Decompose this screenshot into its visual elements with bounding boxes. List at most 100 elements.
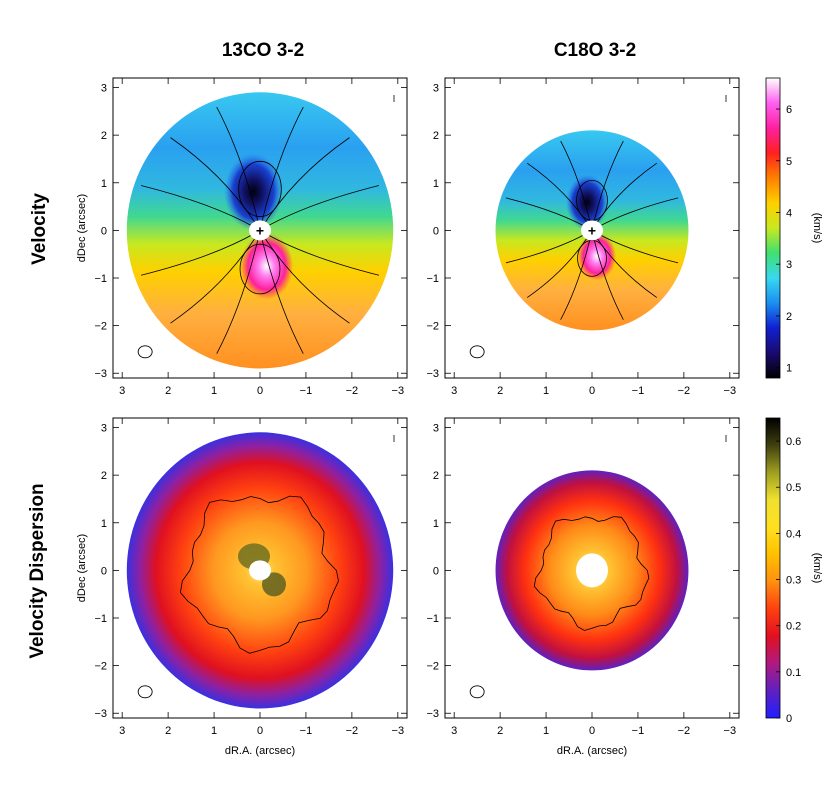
x-tick-label: 0 [589,385,595,397]
blueshifted-lobe [224,153,283,231]
colorbar-tick-label: 6 [786,104,792,116]
velocity-contour [239,243,281,295]
velocity-contour [140,230,261,276]
beam-ellipse [469,685,485,699]
velocity-contour [259,137,350,231]
y-tick-label: 0 [101,225,107,237]
colorbar-tick-label: 0.6 [786,436,801,448]
y-axis-label: dDec (arcsec) [76,194,88,262]
beam-ellipse [137,345,153,359]
colorbar-tick-label: 0.1 [786,667,801,679]
x-tick-label: 3 [451,725,457,737]
colorbar-gradient [765,77,781,379]
y-tick-label: 2 [433,130,439,142]
y-tick-label: 1 [433,518,439,530]
colorbar-tick-label: 0.3 [786,575,801,587]
y-tick-label: 3 [433,83,439,95]
x-tick-label: −1 [632,725,645,737]
central-mask [249,560,271,581]
colorbar-tick-label: 5 [786,156,792,168]
y-tick-label: −3 [94,368,107,380]
velocity-contour [170,230,261,324]
y-tick-label: −3 [426,368,439,380]
center-marker: + [256,222,264,238]
x-tick-label: 1 [211,725,217,737]
y-tick-label: 0 [433,225,439,237]
colorbar-label: (km/s) [811,213,823,244]
colorbar-tick-label: 3 [786,259,792,271]
y-tick-label: −1 [94,273,107,285]
x-tick-label: 1 [543,385,549,397]
y-tick-label: 1 [101,178,107,190]
panel-dispersion-c18o: 3 2 1 0 −1 −2 −3 3 2 1 0 −1 −2 −3 dR.A. (arcsec) [426,417,740,757]
x-tick-label: 0 [589,725,595,737]
x-tick-label: −1 [632,385,645,397]
y-tick-label: −1 [94,613,107,625]
dispersion-contour [533,516,650,631]
velocity-contour [216,106,261,231]
x-tick-label: 1 [211,385,217,397]
velocity-contour [216,230,261,354]
x-tick-label: −3 [724,725,737,737]
beam-ellipse [137,685,153,699]
x-tick-label: 2 [497,385,503,397]
y-tick-label: 2 [101,470,107,482]
redshifted-lobe [240,233,294,300]
velocity-contour [238,160,282,217]
y-tick-label: 3 [101,83,107,95]
velocity-contour [259,230,350,324]
x-tick-label: 1 [543,725,549,737]
panel-velocity-13co: +3 2 1 0 −1 −2 −3 3 2 1 0 −1 −2 −3 dDec (arcsec) [76,77,408,397]
colorbar-label: (km/s) [811,553,823,584]
colorbar-tick-label: 0.2 [786,621,801,633]
x-tick-label: 3 [119,725,125,737]
colorbar-tick-label: 4 [786,207,792,219]
velocity-contour [259,185,380,231]
x-tick-label: 0 [257,725,263,737]
y-axis-label: dDec (arcsec) [76,534,88,602]
colorbar-velocity: 1 2 3 4 5 6 (km/s) [765,77,823,379]
x-tick-label: −1 [300,725,313,737]
x-tick-label: 3 [451,385,457,397]
velocity-contour [259,230,304,354]
x-tick-label: −3 [724,385,737,397]
column-title-c18o: C18O 3-2 [553,40,637,61]
y-tick-label: 0 [101,565,107,577]
x-tick-label: −1 [300,385,313,397]
y-tick-label: 3 [433,423,439,435]
colorbar-dispersion: 0 0.1 0.2 0.3 0.4 0.5 0.6 (km/s) [765,417,823,725]
x-tick-label: −2 [678,385,691,397]
velocity-contour [140,185,261,231]
center-marker: + [588,222,596,238]
column-title-13co: 13CO 3-2 [221,40,305,61]
colorbar-gradient [765,417,781,719]
velocity-contour [259,230,380,276]
x-tick-label: −3 [392,385,405,397]
y-tick-label: −3 [426,708,439,720]
y-tick-label: 2 [433,470,439,482]
y-tick-label: 3 [101,423,107,435]
y-tick-label: −2 [94,321,107,333]
central-mask [576,553,608,588]
panel-dispersion-13co: 3 2 1 0 −1 −2 −3 3 2 1 0 −1 −2 −3 dDec (arcsec) dR.A. (… [76,417,408,757]
redshifted-lobe [577,232,617,281]
colorbar-tick-label: 0.5 [786,482,801,494]
y-tick-label: 1 [433,178,439,190]
x-tick-label: 2 [497,725,503,737]
colorbar-tick-label: 1 [786,363,792,375]
colorbar-tick-label: 0 [786,713,792,725]
x-tick-label: −2 [346,725,359,737]
x-axis-label: dR.A. (arcsec) [225,745,295,757]
dispersion-contour [179,495,339,654]
central-mask [581,220,603,241]
x-tick-label: 2 [165,385,171,397]
colorbar-tick-label: 2 [786,311,792,323]
y-tick-label: −1 [426,613,439,625]
y-tick-label: 2 [101,130,107,142]
blueshifted-lobe [565,174,609,231]
y-tick-label: −2 [94,661,107,673]
x-tick-label: 2 [165,725,171,737]
x-tick-label: −2 [346,385,359,397]
beam-ellipse [469,345,485,359]
